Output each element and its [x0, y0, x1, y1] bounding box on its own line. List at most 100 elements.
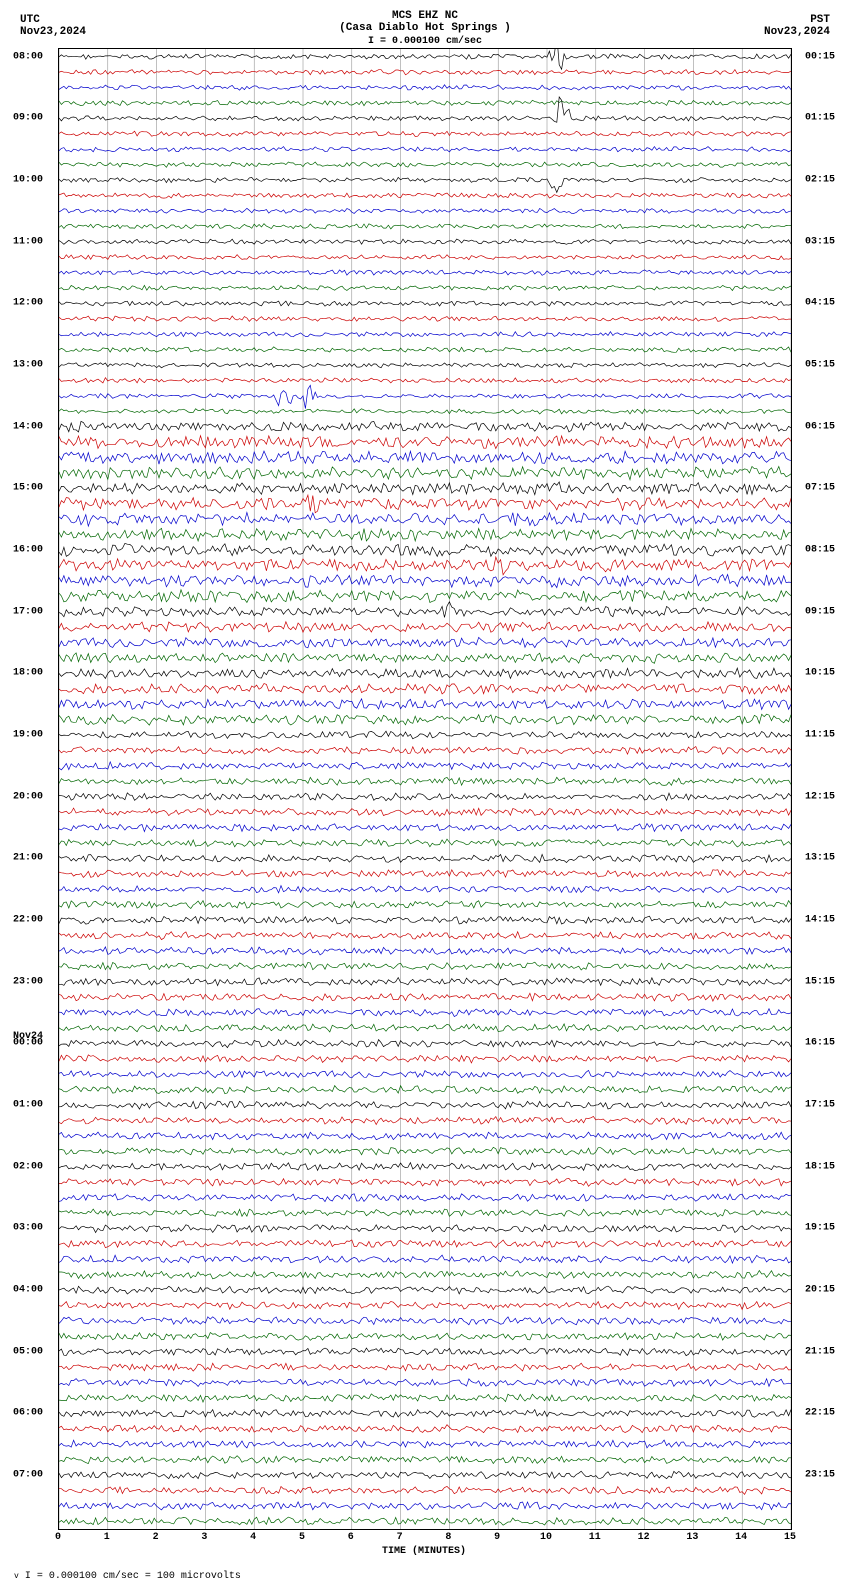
- utc-time-label: 12:00: [13, 298, 43, 309]
- trace-line: [59, 239, 791, 244]
- trace-line: [59, 1070, 791, 1078]
- trace-line: [59, 947, 791, 955]
- trace-line: [59, 451, 791, 464]
- x-tick-label: 10: [540, 1532, 552, 1543]
- trace-line: [59, 1194, 791, 1202]
- trace-line: [59, 436, 791, 449]
- utc-time-label: 13:00: [13, 360, 43, 371]
- trace-line: [59, 1240, 791, 1248]
- trace-line: [59, 421, 791, 432]
- x-tick-label: 6: [348, 1532, 354, 1543]
- trace-line: [59, 285, 791, 290]
- trace-line: [59, 177, 791, 192]
- utc-time-label: 14:00: [13, 421, 43, 432]
- trace-line: [59, 1333, 791, 1341]
- trace-line: [59, 557, 791, 575]
- trace-line: [59, 839, 791, 847]
- trace-line: [59, 1410, 791, 1418]
- trace-line: [59, 1348, 791, 1356]
- trace-line: [59, 653, 791, 663]
- utc-time-label: 17:00: [13, 606, 43, 617]
- pst-date: Nov23,2024: [764, 26, 830, 38]
- trace-line: [59, 824, 791, 832]
- seismogram-plot: 08:0009:0010:0011:0012:0013:0014:0015:00…: [58, 48, 792, 1530]
- pst-time-label: 21:15: [805, 1346, 835, 1357]
- utc-time-label: 08:00: [13, 51, 43, 62]
- station-location: (Casa Diablo Hot Springs ): [10, 22, 840, 34]
- utc-time-label: 15:00: [13, 483, 43, 494]
- trace-line: [59, 962, 791, 970]
- trace-line: [59, 978, 791, 986]
- x-tick-label: 14: [735, 1532, 747, 1543]
- station-code: MCS EHZ NC: [10, 10, 840, 22]
- trace-line: [59, 512, 791, 526]
- pst-time-label: 11:15: [805, 730, 835, 741]
- pst-time-label: 10:15: [805, 668, 835, 679]
- trace-line: [59, 808, 791, 816]
- trace-line: [59, 301, 791, 306]
- trace-line: [59, 684, 791, 695]
- pst-time-label: 09:15: [805, 606, 835, 617]
- utc-time-label: 23:00: [13, 976, 43, 987]
- pst-time-label: 23:15: [805, 1470, 835, 1481]
- trace-line: [59, 668, 791, 678]
- trace-line: [59, 1116, 791, 1124]
- x-axis: TIME (MINUTES) 0123456789101112131415: [58, 1530, 790, 1565]
- pst-time-label: 01:15: [805, 113, 835, 124]
- trace-line: [59, 1379, 791, 1387]
- scale-indicator: I = 0.000100 cm/sec: [10, 36, 840, 47]
- x-tick-label: 11: [589, 1532, 601, 1543]
- chart-header: UTC Nov23,2024 MCS EHZ NC (Casa Diablo H…: [10, 10, 840, 48]
- utc-time-label: 16:00: [13, 545, 43, 556]
- pst-time-label: 20:15: [805, 1285, 835, 1296]
- trace-line: [59, 993, 791, 1001]
- x-axis-title: TIME (MINUTES): [58, 1546, 790, 1557]
- trace-line: [59, 1471, 791, 1479]
- pst-time-label: 12:15: [805, 791, 835, 802]
- trace-line: [59, 193, 791, 198]
- trace-line: [59, 637, 791, 647]
- header-pst-block: PST Nov23,2024: [764, 14, 830, 38]
- trace-line: [59, 602, 791, 618]
- trace-line: [59, 208, 791, 213]
- trace-line: [59, 409, 791, 414]
- trace-line: [59, 1394, 791, 1402]
- utc-day-change: Nov24: [13, 1031, 43, 1042]
- trace-line: [59, 495, 791, 513]
- pst-time-label: 17:15: [805, 1100, 835, 1111]
- trace-line: [59, 1055, 791, 1063]
- trace-line: [59, 147, 791, 152]
- trace-line: [59, 901, 791, 909]
- trace-line: [59, 1040, 791, 1048]
- trace-line: [59, 1317, 791, 1325]
- pst-time-label: 04:15: [805, 298, 835, 309]
- trace-line: [59, 1147, 791, 1155]
- trace-line: [59, 793, 791, 801]
- pst-time-label: 14:15: [805, 915, 835, 926]
- utc-time-label: 21:00: [13, 853, 43, 864]
- trace-line: [59, 131, 791, 136]
- trace-line: [59, 332, 791, 337]
- trace-line: [59, 49, 791, 69]
- pst-time-label: 13:15: [805, 853, 835, 864]
- trace-line: [59, 347, 791, 352]
- utc-time-label: 03:00: [13, 1223, 43, 1234]
- trace-line: [59, 731, 791, 739]
- trace-line: [59, 528, 791, 541]
- x-tick-label: 9: [494, 1532, 500, 1543]
- trace-line: [59, 100, 791, 105]
- utc-time-label: 10:00: [13, 175, 43, 186]
- x-tick-label: 1: [104, 1532, 110, 1543]
- trace-line: [59, 316, 791, 321]
- trace-line: [59, 1179, 791, 1187]
- trace-line: [59, 575, 791, 588]
- seismogram-svg: [59, 49, 791, 1529]
- x-tick-label: 13: [686, 1532, 698, 1543]
- pst-time-label: 02:15: [805, 175, 835, 186]
- utc-time-label: 09:00: [13, 113, 43, 124]
- x-tick-label: 15: [784, 1532, 796, 1543]
- x-tick-label: 3: [201, 1532, 207, 1543]
- x-tick-label: 5: [299, 1532, 305, 1543]
- utc-time-label: 22:00: [13, 915, 43, 926]
- trace-line: [59, 467, 791, 480]
